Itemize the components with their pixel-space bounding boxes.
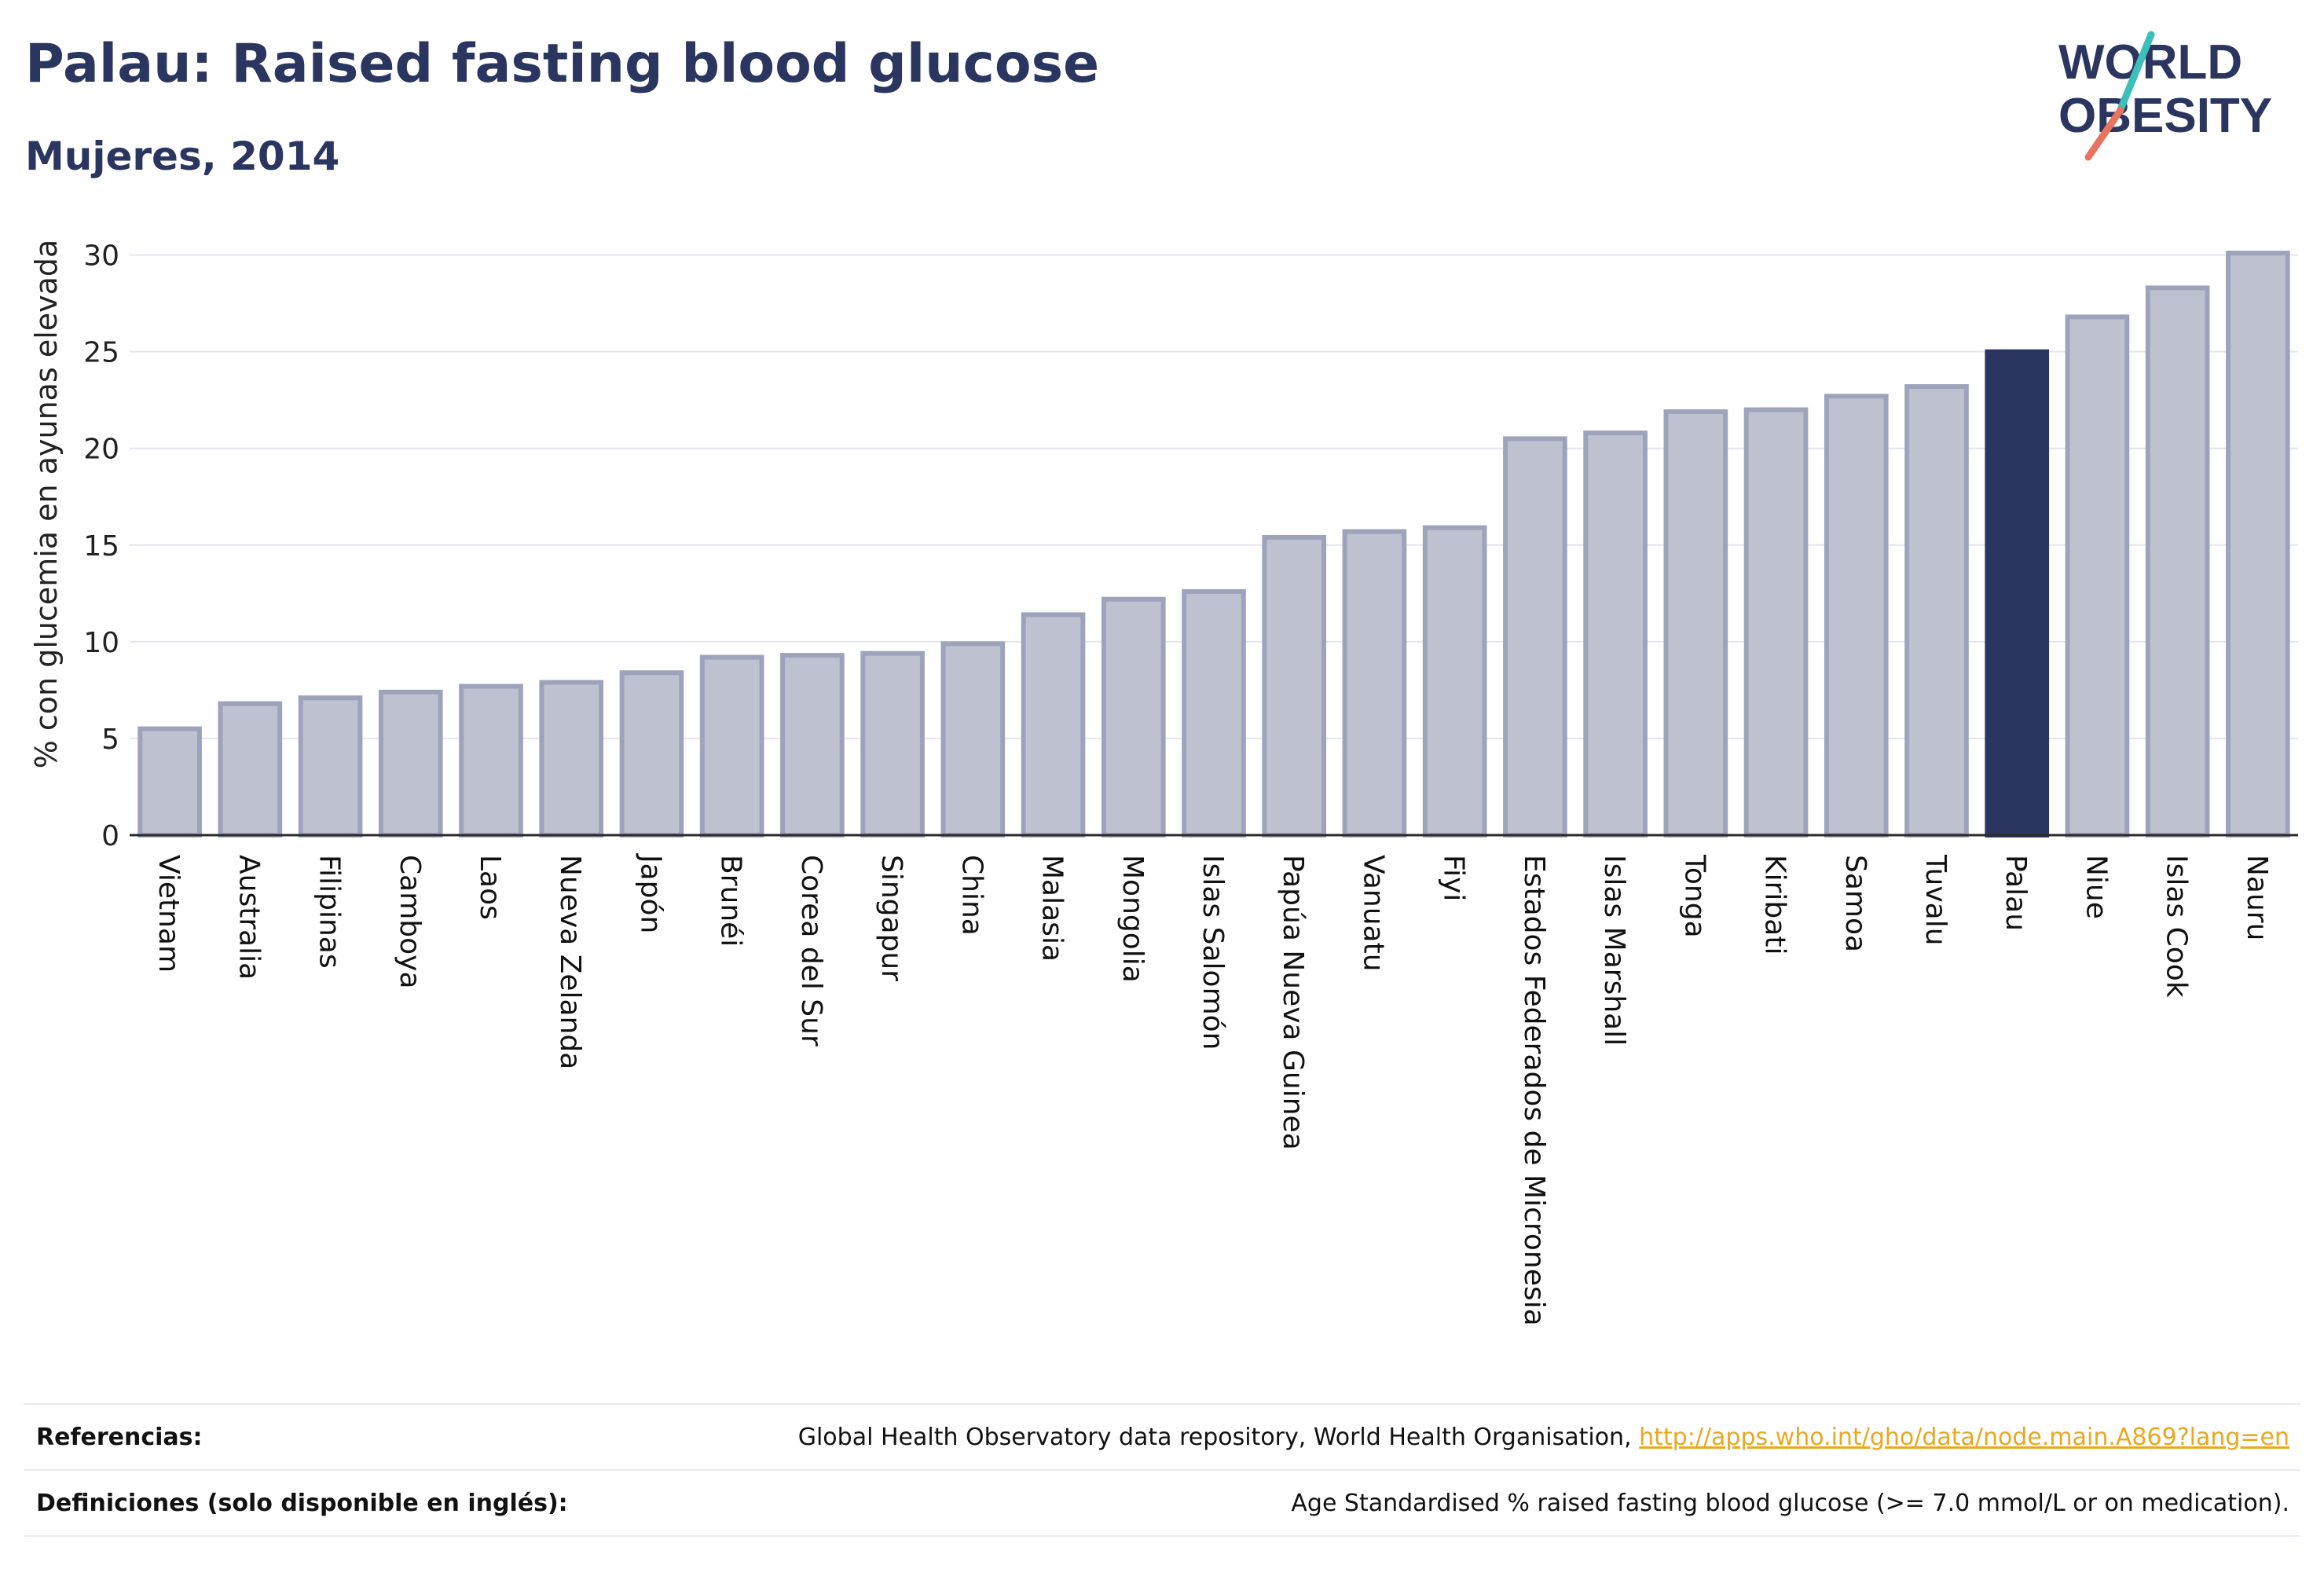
x-tick-label: Islas Salomón xyxy=(1197,855,1229,1050)
x-tick-label: Laos xyxy=(474,855,506,920)
x-tick-label: Malasia xyxy=(1036,855,1069,962)
bar-chart: 0 5 10 15 20 25 30 Vietnam Australia Filipinas Ca… xyxy=(29,240,2298,1326)
y-tick-label: 15 xyxy=(83,530,119,563)
y-tick-label: 0 xyxy=(101,820,119,852)
bar-malasia xyxy=(1021,612,1086,837)
footer: Referencias: Global Health Observatory d… xyxy=(24,1403,2300,1537)
logo-slash-teal xyxy=(2116,31,2155,115)
x-tick-label: Camboya xyxy=(394,855,426,989)
bar-kiribati xyxy=(1743,407,1809,837)
x-tick-label: Australia xyxy=(233,855,265,980)
x-tick-label: Japón xyxy=(634,853,666,933)
references-content: Global Health Observatory data repositor… xyxy=(798,1424,2289,1451)
y-axis-label: % con glucemia en ayunas elevada xyxy=(29,240,64,769)
bar-brun-i xyxy=(699,654,764,837)
x-tick-label: Vietnam xyxy=(152,855,185,973)
x-tick-label: Mongolia xyxy=(1116,855,1149,983)
bar-nauru xyxy=(2226,251,2290,837)
chart-title: Palau: Raised fasting blood glucose xyxy=(25,33,1100,95)
x-tick-label: Samoa xyxy=(1839,855,1871,952)
bar-singapur xyxy=(860,651,925,838)
x-tick-label: Islas Cook xyxy=(2161,855,2193,998)
x-tick-label: Singapur xyxy=(875,855,907,981)
bar-palau xyxy=(1985,349,2050,837)
bar-tonga xyxy=(1663,409,1728,837)
definitions-row: Definiciones (solo disponible en inglés)… xyxy=(24,1469,2300,1537)
logo-slash-coral xyxy=(2084,106,2124,161)
y-tick-label: 20 xyxy=(83,434,119,466)
bar-niue xyxy=(2065,314,2130,837)
references-link[interactable]: http://apps.who.int/gho/data/node.main.A… xyxy=(1639,1423,2289,1451)
y-tick-label: 30 xyxy=(83,240,119,273)
x-tick-label: Palau xyxy=(2000,855,2032,931)
bar-corea-del-sur xyxy=(780,653,845,837)
y-axis-ticks: 0 5 10 15 20 25 30 xyxy=(83,240,119,852)
y-tick-label: 10 xyxy=(83,627,119,659)
x-tick-label: Fiyi xyxy=(1438,855,1470,901)
x-tick-label: Nauru xyxy=(2241,855,2273,940)
x-tick-label: Corea del Sur xyxy=(795,855,827,1046)
x-tick-label: China xyxy=(955,855,988,936)
x-tick-label: Islas Marshall xyxy=(1598,855,1630,1046)
x-tick-label: Tonga xyxy=(1678,854,1710,938)
bar-nueva-zelanda xyxy=(539,680,604,837)
bar-vietnam xyxy=(137,726,202,837)
bar-islas-cook xyxy=(2145,285,2210,837)
x-tick-label: Nueva Zelanda xyxy=(554,855,586,1069)
x-tick-label: Kiribati xyxy=(1759,855,1791,955)
definitions-text: Age Standardised % raised fasting blood … xyxy=(1291,1489,2289,1517)
references-text: Global Health Observatory data repositor… xyxy=(797,1423,1640,1451)
world-obesity-logo: WORLD OBESITY xyxy=(2058,31,2272,161)
bar-filipinas xyxy=(298,695,363,838)
bar-estados-federados-de-micronesia xyxy=(1503,436,1567,837)
bar-jap-n xyxy=(619,670,684,837)
x-tick-label: Estados Federados de Micronesia xyxy=(1518,855,1550,1326)
x-tick-label: Vanuatu xyxy=(1357,855,1389,972)
x-tick-label: Brunéi xyxy=(715,855,747,947)
x-axis-ticks: Vietnam Australia Filipinas Camboya Laos Nuev… xyxy=(152,853,2273,1326)
bar-islas-marshall xyxy=(1583,431,1648,838)
x-tick-label: Tuvalu xyxy=(1919,854,1952,946)
x-tick-label: Niue xyxy=(2080,855,2112,919)
bar-mongolia xyxy=(1101,596,1166,837)
x-tick-label: Papúa Nueva Guinea xyxy=(1277,855,1309,1150)
bars xyxy=(137,251,2290,838)
bar-camboya xyxy=(378,689,443,837)
y-tick-label: 5 xyxy=(101,724,119,756)
chart-subtitle: Mujeres, 2014 xyxy=(25,134,340,179)
y-tick-label: 25 xyxy=(83,337,119,369)
references-row: Referencias: Global Health Observatory d… xyxy=(24,1403,2300,1469)
bar-samoa xyxy=(1824,394,1889,837)
references-label: Referencias: xyxy=(36,1423,203,1451)
x-tick-label: Filipinas xyxy=(313,855,346,969)
bar-pap-a-nueva-guinea xyxy=(1262,534,1327,837)
logo-text-obesity: OBESITY xyxy=(2058,89,2272,143)
bar-china xyxy=(940,641,1006,838)
bar-islas-salom-n xyxy=(1182,588,1246,838)
bar-tuvalu xyxy=(1904,383,1969,837)
bar-fiyi xyxy=(1422,525,1487,837)
definitions-label: Definiciones (solo disponible en inglés)… xyxy=(36,1489,568,1517)
bar-laos xyxy=(459,684,523,837)
bar-australia xyxy=(218,701,283,837)
bar-vanuatu xyxy=(1342,529,1407,837)
